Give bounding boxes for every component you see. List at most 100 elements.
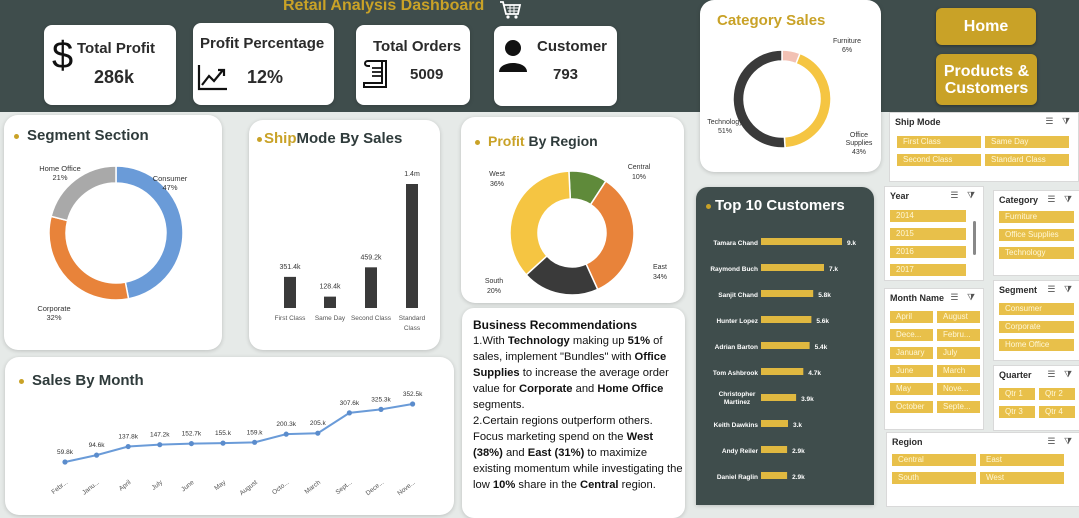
home-button[interactable]: Home (936, 8, 1036, 45)
slicer-option[interactable]: Furniture (999, 211, 1074, 223)
slicer-option[interactable]: South (892, 472, 976, 484)
region-value: 36% (490, 181, 504, 188)
category-sales-title: Category Sales (717, 12, 826, 29)
category-value: 51% (718, 128, 732, 135)
slicer-option[interactable]: East (980, 454, 1064, 466)
slicer-option[interactable]: 2014 (890, 210, 966, 222)
slicer-option[interactable]: March (937, 365, 980, 377)
slicer-option[interactable]: 2017 (890, 264, 966, 276)
slicer-option[interactable]: January (890, 347, 933, 359)
sales-month-label: Febr... (50, 479, 69, 496)
slicer-option[interactable]: July (937, 347, 980, 359)
slicer-option[interactable]: Standard Class (985, 154, 1069, 166)
slicer-filter-icon[interactable]: ☰ ⧩ (1047, 369, 1075, 379)
slicer-option[interactable]: 2015 (890, 228, 966, 240)
top-customer-bar (761, 368, 804, 375)
shipmode-category-label: Second Class (351, 315, 392, 322)
region-label: West (489, 171, 505, 178)
slicer-year: Year ☰ ⧩ 2014 2015 2016 2017 (884, 186, 984, 281)
sales-value-label: 159.k (247, 429, 264, 436)
slicer-option[interactable]: Central (892, 454, 976, 466)
slicer-option[interactable]: Consumer (999, 303, 1074, 315)
shipmode-bar (365, 267, 377, 308)
sales-point (346, 410, 352, 416)
kpi-value: 5009 (410, 66, 444, 83)
slicer-option[interactable]: Office Supplies (999, 229, 1074, 241)
shipmode-value-label: 351.4k (279, 264, 301, 271)
slicer-option[interactable]: Second Class (897, 154, 981, 166)
slicer-option[interactable]: May (890, 383, 933, 395)
shipmode-category-label: Same Day (315, 315, 346, 322)
region-label: Central (628, 164, 651, 171)
slicer-option[interactable]: August (937, 311, 980, 323)
kpi-label: Total Orders (373, 38, 462, 55)
shipmode-bar-chart: 351.4k First Class 128.4k Same Day 459.2k Sec… (275, 171, 426, 332)
slicer-filter-icon[interactable]: ☰ ⧩ (1047, 194, 1075, 204)
slicer-option[interactable]: Qtr 4 (1039, 406, 1075, 418)
sales-value-label: 137.8k (118, 434, 138, 441)
slicer-option[interactable]: Nove... (937, 383, 980, 395)
slicer-option[interactable]: Septe... (937, 401, 980, 413)
sales-month-card: Sales By Month 59.8k Febr... 94.6k Janu... 1… (5, 357, 454, 515)
slicer-option[interactable]: April (890, 311, 933, 323)
slicer-option[interactable]: Same Day (985, 136, 1069, 148)
slicer-title: Ship Mode (895, 117, 941, 127)
top-customer-value: 4.7k (808, 370, 821, 377)
shipmode-category-label: First Class (275, 315, 306, 322)
sales-month-label: May (213, 479, 228, 493)
sales-month-label: Sept... (335, 479, 354, 496)
top-customer-bar (761, 316, 812, 323)
top-customer-value: 7.k (829, 266, 838, 273)
sales-value-label: 94.6k (89, 442, 106, 449)
slicer-filter-icon[interactable]: ☰ ⧩ (1045, 116, 1073, 126)
slicer-option[interactable]: First Class (897, 136, 981, 148)
year-scrollbar[interactable] (973, 221, 976, 255)
region-value: 10% (632, 174, 646, 181)
slicer-option[interactable]: Corporate (999, 321, 1074, 333)
top-customer-value: 9.k (847, 240, 856, 247)
slicer-option[interactable]: Qtr 2 (1039, 388, 1075, 400)
top-customer-bar (761, 394, 797, 401)
sales-point (157, 442, 163, 448)
sales-month-label: April (118, 479, 133, 493)
top-customer-name: Sanjit Chand (718, 292, 758, 299)
products-customers-button[interactable]: Products & Customers (936, 54, 1037, 105)
profit-region-card: Profit By Region Central 10% East 34% South 2… (461, 117, 684, 303)
slicer-filter-icon[interactable]: ☰ ⧩ (950, 292, 978, 302)
slicer-option[interactable]: October (890, 401, 933, 413)
slicer-option[interactable]: West (980, 472, 1064, 484)
top-customers-bar-chart: 9.k Tamara Chand 7.k Raymond Buch 5.8k Sanjit… (710, 238, 856, 481)
slicer-filter-icon[interactable]: ☰ ⧩ (1047, 436, 1075, 446)
slicer-option[interactable]: Febru... (937, 329, 980, 341)
sales-month-label: March (303, 479, 322, 496)
sales-point (62, 459, 68, 465)
slicer-option[interactable]: Technology (999, 247, 1074, 259)
slicer-option[interactable]: Home Office (999, 339, 1074, 351)
sales-point (252, 439, 258, 445)
slicer-region: Region ☰ ⧩ Central East South West (886, 432, 1079, 507)
shipmode-value-label: 1.4m (404, 171, 420, 178)
dashboard-title: Retail Analysis Dashboard (283, 0, 485, 14)
shipmode-title: ShipMode By Sales (257, 130, 402, 147)
top-customers-card: Top 10 Customers 9.k Tamara Chand 7.k Raymo… (696, 187, 874, 505)
recommendation-2: 2.Certain regions outperform others. Foc… (473, 415, 683, 491)
slicer-option[interactable]: June (890, 365, 933, 377)
kpi-total-orders: Total Orders 5009 (356, 25, 470, 105)
segment-value: 47% (162, 183, 177, 192)
sales-month-label: Dece... (365, 479, 386, 497)
sales-month-label: June (180, 479, 196, 493)
slicer-filter-icon[interactable]: ☰ ⧩ (950, 190, 978, 200)
kpi-label: Customer (537, 38, 608, 55)
slicer-option[interactable]: Qtr 1 (999, 388, 1035, 400)
slicer-filter-icon[interactable]: ☰ ⧩ (1047, 284, 1075, 294)
region-value: 34% (653, 274, 667, 281)
slicer-option[interactable]: Qtr 3 (999, 406, 1035, 418)
slicer-option[interactable]: 2016 (890, 246, 966, 258)
top-customer-value: 2.9k (792, 474, 805, 481)
kpi-customer: Customer 793 (494, 26, 617, 106)
top-customer-bar (761, 472, 788, 479)
category-slice-technology (732, 49, 786, 149)
slicer-option[interactable]: Dece... (890, 329, 933, 341)
region-title: Profit By Region (475, 133, 598, 149)
